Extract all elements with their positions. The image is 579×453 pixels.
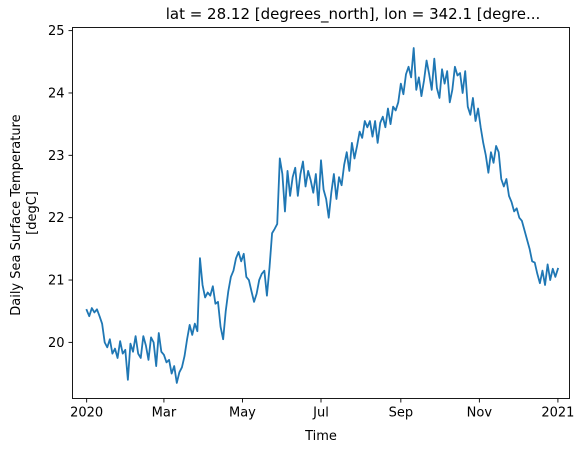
y-axis-label-line-2: [degC]: [25, 191, 40, 235]
y-tick-label: 25: [48, 24, 65, 39]
x-tick-label: Jul: [312, 406, 329, 421]
x-tick-label: Mar: [152, 406, 177, 421]
x-axis-ticks: 2020 Mar May Jul Sep Nov 2021: [70, 398, 574, 421]
x-tick-label: Nov: [467, 406, 493, 421]
y-axis-label-line-1: Daily Sea Surface Temperature: [9, 114, 24, 315]
y-tick-label: 23: [48, 149, 65, 164]
y-tick-label: 21: [48, 274, 65, 289]
x-axis-label: Time: [304, 429, 337, 444]
y-axis-label: Daily Sea Surface Temperature [degC]: [9, 110, 40, 316]
chart-title: lat = 28.12 [degrees_north], lon = 342.1…: [166, 5, 541, 24]
y-tick-label: 20: [48, 336, 65, 351]
x-tick-label: 2021: [541, 406, 574, 421]
x-tick-label: Sep: [389, 406, 414, 421]
y-tick-label: 22: [48, 211, 65, 226]
x-tick-label: 2020: [70, 406, 103, 421]
x-tick-label: May: [229, 406, 256, 421]
y-axis-ticks: 20 21 22 23 24 25: [48, 24, 73, 351]
y-tick-label: 24: [48, 86, 65, 101]
series-line: [85, 47, 560, 384]
